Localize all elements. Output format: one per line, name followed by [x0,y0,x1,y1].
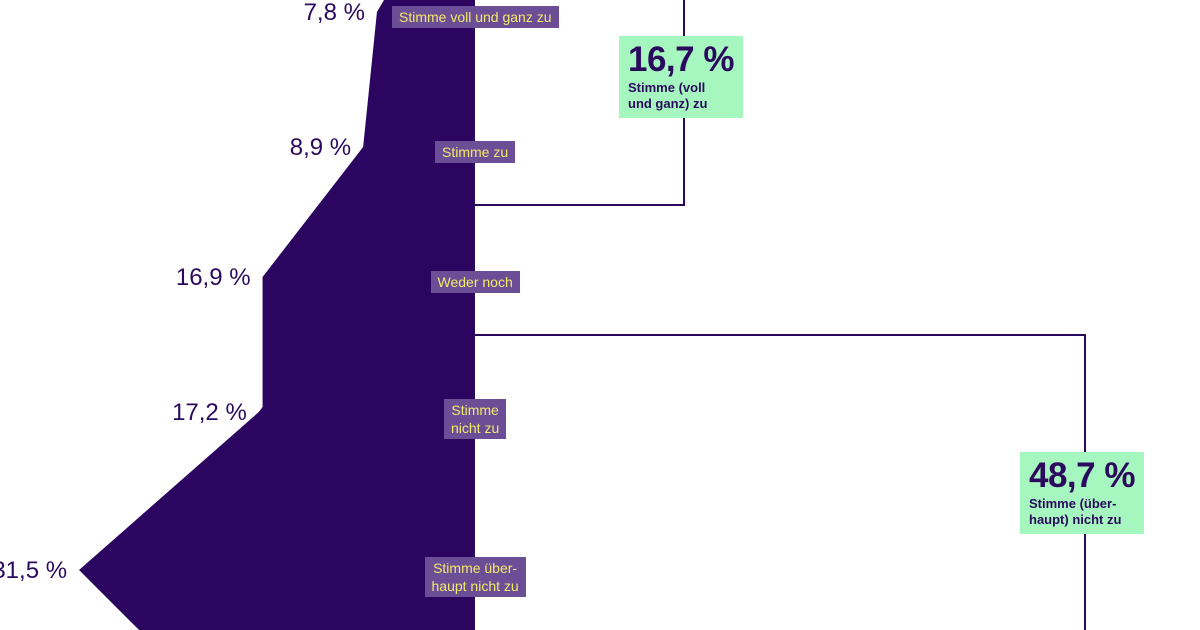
category-label: Stimme nicht zu [444,399,507,439]
value-label: 31,5 % [0,557,67,584]
group-percent: 16,7 % [628,40,734,79]
group-summary-box: 16,7 % Stimme (voll und ganz) zu [619,36,743,118]
category-label: Stimme über- haupt nicht zu [424,557,526,597]
distribution-area [79,0,475,630]
group-summary-box: 48,7 % Stimme (über- haupt) nicht zu [1020,452,1144,534]
value-label: 7,8 % [304,0,365,26]
category-label: Stimme voll und ganz zu [392,6,559,28]
area-layer [79,0,475,630]
group-caption: Stimme (über- haupt) nicht zu [1029,496,1122,527]
value-label-layer: 7,8 % 8,9 % 16,9 % 17,2 % 31,5 % [0,0,365,584]
bracket-disagree [475,334,1086,630]
category-label: Stimme zu [435,141,516,163]
category-label: Weder noch [430,271,520,293]
group-percent: 48,7 % [1029,456,1135,495]
bracket-layer [475,0,1086,630]
value-label: 8,9 % [290,134,351,161]
value-label: 16,9 % [176,264,251,291]
value-label: 17,2 % [172,399,247,426]
group-caption: Stimme (voll und ganz) zu [628,80,708,111]
